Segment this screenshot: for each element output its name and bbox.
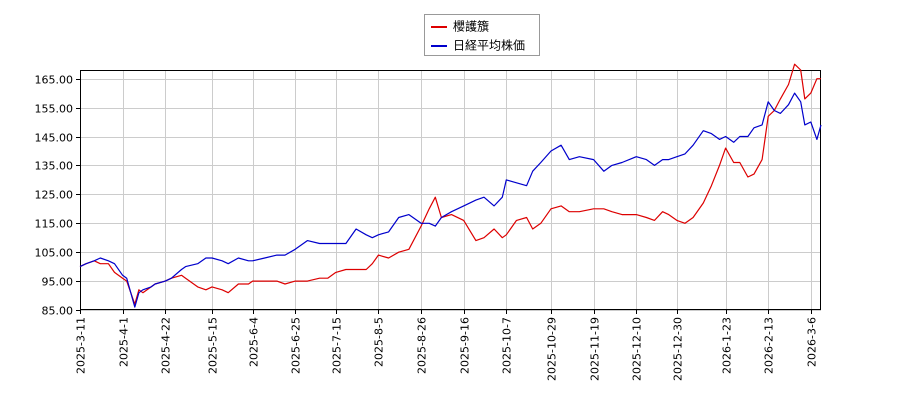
x-tick-label: 2025-12-30 xyxy=(672,317,685,381)
series-line-0 xyxy=(79,63,821,305)
x-tick-label: 2025-4-1 xyxy=(118,317,131,367)
y-tick-label: 95.00 xyxy=(42,276,74,289)
x-tick-label: 2025-6-25 xyxy=(290,317,303,374)
y-tick-label: 155.00 xyxy=(35,103,74,116)
y-tick-label: 115.00 xyxy=(35,218,74,231)
x-tick-label: 2025-6-4 xyxy=(248,317,261,367)
x-tick-label: 2025-8-26 xyxy=(416,317,429,374)
x-tick-labels: 2025-3-11 2025-4-1 2025-4-22 2025-5-15 2025-… xyxy=(75,317,819,381)
plot-area xyxy=(80,70,821,310)
x-tick-label: 2025-8-5 xyxy=(373,317,386,367)
legend-swatch-red xyxy=(431,25,447,28)
x-tick-label: 2026-1-23 xyxy=(721,317,734,374)
y-tick-label: 85.00 xyxy=(42,305,74,318)
x-tick-label: 2025-12-10 xyxy=(631,317,644,381)
x-tick-label: 2025-10-29 xyxy=(546,317,559,381)
legend-item-series-1: 日経平均株価 xyxy=(431,36,525,54)
axes xyxy=(76,70,821,314)
y-tick-label: 105.00 xyxy=(35,247,74,260)
legend: 櫻護籏 日経平均株価 xyxy=(424,14,540,56)
legend-swatch-blue xyxy=(431,44,447,47)
x-tick-label: 2025-10-7 xyxy=(501,317,514,374)
x-tick-label: 2025-4-22 xyxy=(160,317,173,374)
y-tick-label: 145.00 xyxy=(35,132,74,145)
y-tick-label: 135.00 xyxy=(35,160,74,173)
x-tick-label: 2026-3-6 xyxy=(806,317,819,367)
y-tick-label: 125.00 xyxy=(35,189,74,202)
x-tick-label: 2025-7-15 xyxy=(331,317,344,374)
legend-label: 櫻護籏 xyxy=(453,19,490,34)
x-tick-label: 2025-11-19 xyxy=(589,317,602,381)
y-tick-label: 165.00 xyxy=(35,74,74,87)
legend-item-series-0: 櫻護籏 xyxy=(431,17,489,35)
series-lines xyxy=(79,63,822,308)
y-tick-labels: 85.00 95.00 105.00 115.00 125.00 135.00 145.00… xyxy=(35,74,74,318)
x-tick-label: 2025-5-15 xyxy=(207,317,220,374)
series-line-1 xyxy=(79,92,822,308)
legend-label: 日経平均株価 xyxy=(453,38,526,53)
x-tick-label: 2026-2-13 xyxy=(763,317,776,374)
x-tick-label: 2025-9-16 xyxy=(459,317,472,374)
x-tick-label: 2025-3-11 xyxy=(75,317,88,374)
plot-border xyxy=(80,70,821,310)
